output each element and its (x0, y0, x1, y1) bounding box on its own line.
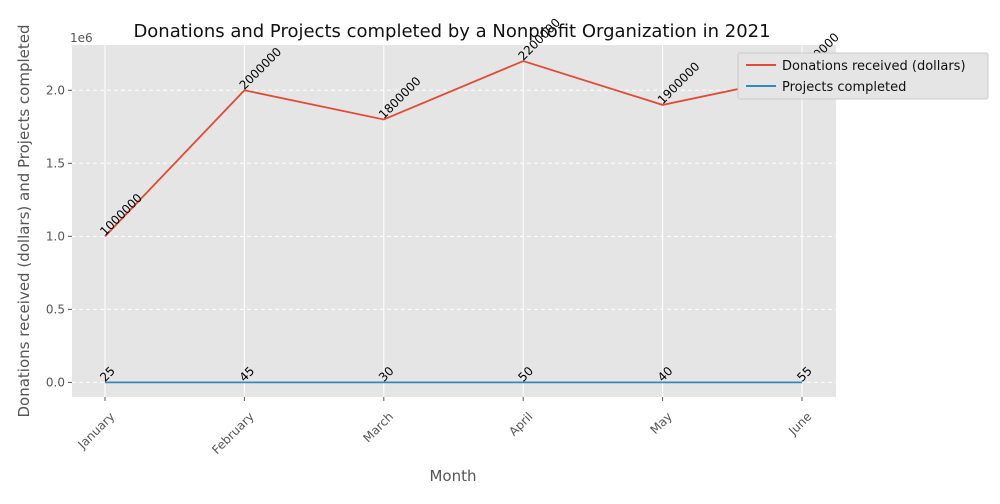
y-tick-label: 2.0 (46, 83, 65, 97)
y-tick-label: 0.5 (46, 302, 65, 316)
y-tick-label: 1.0 (46, 229, 65, 243)
plot-background (72, 45, 836, 397)
x-tick-label: February (209, 409, 257, 457)
x-tick-label: April (506, 409, 535, 438)
x-tick-label: January (75, 409, 118, 452)
x-axis-title: Month (429, 467, 476, 485)
chart-title: Donations and Projects completed by a No… (133, 21, 770, 42)
x-tick-label: May (647, 409, 674, 436)
x-tick-label: June (785, 409, 814, 438)
y-tick-label: 0.0 (46, 375, 65, 389)
y-axis-title: Donations received (dollars) and Project… (15, 24, 33, 417)
legend-label-donations: Donations received (dollars) (782, 59, 966, 74)
y-tick-label: 1.5 (46, 156, 65, 170)
x-tick-label: March (360, 409, 396, 445)
legend: Donations received (dollars) Projects co… (738, 53, 988, 99)
legend-label-projects: Projects completed (782, 80, 906, 95)
y-offset-label: 1e6 (70, 31, 93, 45)
